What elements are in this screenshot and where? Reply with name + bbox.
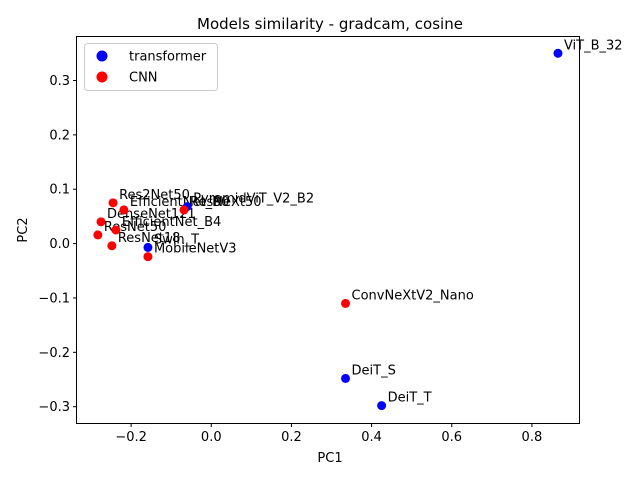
data-point-res2net50 bbox=[108, 198, 118, 208]
legend-box bbox=[84, 43, 218, 91]
data-point-resnet18 bbox=[107, 241, 117, 251]
chart-title: Models similarity - gradcam, cosine bbox=[197, 15, 463, 33]
y-tick-label: −0.1 bbox=[38, 291, 70, 306]
x-tick-label: 0.2 bbox=[281, 430, 302, 445]
y-tick-label: −0.3 bbox=[38, 400, 70, 415]
y-tick-label: 0.0 bbox=[49, 237, 70, 252]
legend-entry-label: transformer bbox=[129, 50, 207, 65]
point-label: ResNet18 bbox=[118, 231, 181, 246]
y-tick-label: 0.2 bbox=[49, 128, 70, 143]
point-label: EfficientNet_B0 bbox=[130, 195, 229, 210]
point-label: PyramidViT_V2_B2 bbox=[193, 192, 314, 207]
data-point-densenet121 bbox=[96, 217, 106, 227]
point-label: ResNeXt50 bbox=[190, 195, 262, 210]
legend-marker bbox=[96, 50, 108, 62]
data-point-resnet50 bbox=[93, 230, 103, 240]
x-tick-label: 0.6 bbox=[441, 430, 462, 445]
plot-frame bbox=[76, 36, 580, 424]
point-label: ConvNeXtV2_Nano bbox=[352, 288, 474, 303]
point-label: DenseNet121 bbox=[107, 207, 196, 222]
y-tick-label: −0.2 bbox=[38, 346, 70, 361]
point-label: Res2Net50 bbox=[119, 188, 190, 203]
x-tick-label: 0.4 bbox=[361, 430, 382, 445]
point-label: Swin_T bbox=[154, 232, 199, 247]
point-label: DeiT_T bbox=[388, 391, 432, 406]
data-point-mobilenetv3 bbox=[143, 252, 153, 262]
data-point-vit-b-32 bbox=[553, 48, 563, 58]
data-points bbox=[93, 48, 563, 411]
point-label: EfficientNet_B4 bbox=[122, 215, 221, 230]
x-axis-label: PC1 bbox=[317, 451, 342, 466]
data-point-convnextv2-nano bbox=[341, 298, 351, 308]
y-tick-label: 0.3 bbox=[49, 74, 70, 89]
data-point-resnext50 bbox=[179, 205, 189, 215]
legend-entry-label: CNN bbox=[129, 71, 158, 86]
x-axis-ticks: −0.2 0.0 0.2 0.4 0.6 0.8 bbox=[115, 423, 542, 445]
y-axis-label: PC2 bbox=[16, 217, 31, 242]
point-label: MobileNetV3 bbox=[154, 242, 237, 257]
legend-marker bbox=[96, 71, 108, 83]
data-point-deit-s bbox=[341, 373, 351, 383]
x-tick-label: −0.2 bbox=[115, 430, 147, 445]
legend: transformer CNN bbox=[84, 43, 218, 91]
point-label: DeiT_S bbox=[352, 363, 396, 378]
point-label: ViT_B_32 bbox=[564, 38, 623, 53]
data-point-swin-t bbox=[143, 242, 153, 252]
y-tick-label: 0.1 bbox=[49, 183, 70, 198]
x-tick-label: 0.0 bbox=[201, 430, 222, 445]
y-axis-ticks: −0.3 −0.2 −0.1 0.0 0.1 0.2 0.3 bbox=[38, 74, 77, 415]
data-point-efficientnet-b4 bbox=[111, 225, 121, 235]
point-labels: ViT_B_32 DeiT_S DeiT_T Swin_T PyramidViT_V2_… bbox=[104, 38, 623, 405]
x-tick-label: 0.8 bbox=[522, 430, 543, 445]
data-point-deit-t bbox=[377, 401, 387, 411]
data-point-efficientnet-b0 bbox=[119, 205, 129, 215]
